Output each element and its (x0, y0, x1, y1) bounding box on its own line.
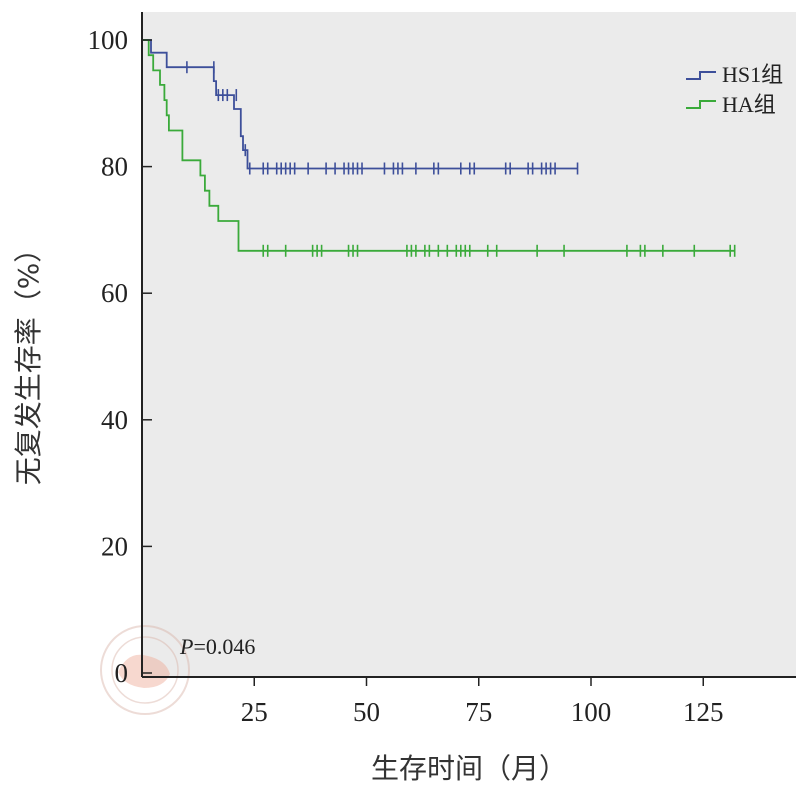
p-value-number: =0.046 (193, 634, 255, 659)
legend-label-ha: HA组 (722, 92, 776, 117)
series-line-1 (142, 39, 735, 252)
legend-swatch-hs1 (686, 71, 716, 80)
y-tick-label: 60 (101, 278, 128, 308)
x-ticks: 25 50 75 100 125 (241, 677, 724, 727)
series-line-0 (142, 39, 578, 170)
plot-background (142, 12, 796, 677)
y-tick-label: 40 (101, 405, 128, 435)
legend-swatch-ha (686, 100, 716, 109)
legend: HS1组 HA组 (686, 62, 783, 117)
p-value-annotation: P=0.046 (179, 634, 255, 659)
y-tick-label: 100 (88, 25, 129, 55)
y-ticks: 0 20 40 60 80 100 (88, 25, 152, 688)
y-axis-title: 无复发生存率（%） (12, 235, 45, 486)
y-tick-label: 20 (101, 531, 128, 561)
series-layer (142, 39, 736, 257)
watermark-emblem-icon (100, 625, 190, 715)
y-tick-label: 0 (115, 658, 129, 688)
y-tick-label: 80 (101, 152, 128, 182)
x-tick-label: 100 (571, 697, 612, 727)
x-tick-label: 25 (241, 697, 268, 727)
legend-label-hs1: HS1组 (722, 62, 783, 87)
x-tick-label: 125 (683, 697, 724, 727)
p-value-symbol: P (179, 634, 193, 659)
x-tick-label: 50 (353, 697, 380, 727)
x-axis-title: 生存时间（月） (371, 752, 567, 785)
x-tick-label: 75 (465, 697, 492, 727)
